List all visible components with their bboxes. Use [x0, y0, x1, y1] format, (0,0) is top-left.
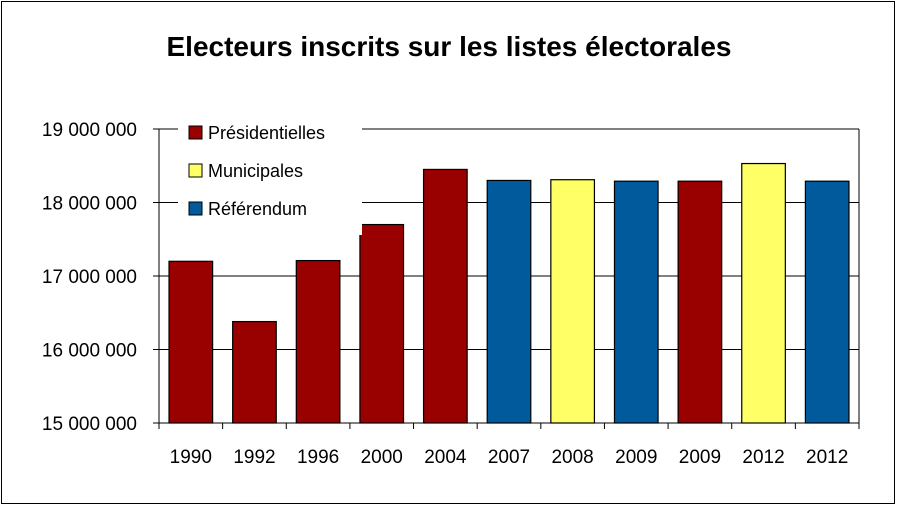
x-tick-label: 1990	[170, 447, 212, 468]
bar	[486, 179, 532, 424]
legend-label: Référendum	[208, 199, 307, 219]
x-tick-label: 2009	[679, 447, 721, 468]
bar	[804, 180, 850, 424]
y-tick-label: 19 000 000	[42, 120, 137, 141]
y-tick-label: 18 000 000	[42, 194, 137, 215]
x-tick-label: 1992	[233, 447, 275, 468]
x-tick-label: 2004	[424, 447, 467, 468]
y-tick-label: 15 000 000	[42, 414, 137, 435]
x-tick-label: 2012	[806, 447, 848, 468]
x-tick-label: 2000	[361, 447, 403, 468]
x-tick-label: 2008	[551, 447, 593, 468]
x-tick-label: 2009	[615, 447, 657, 468]
y-tick-label: 16 000 000	[42, 341, 137, 362]
legend: Présidentielles Municipales Référendum	[178, 115, 362, 235]
bar	[359, 223, 405, 424]
x-tick-label: 2012	[742, 447, 784, 468]
legend-swatch	[188, 201, 203, 216]
bar	[550, 179, 596, 424]
bar	[741, 162, 786, 424]
x-tick-label: 1996	[297, 447, 339, 468]
bar	[422, 168, 468, 424]
bar	[168, 260, 214, 424]
chart-title: Electeurs inscrits sur les listes électo…	[167, 31, 732, 62]
bars	[168, 162, 850, 424]
x-tick-label: 2007	[488, 447, 530, 468]
legend-label: Municipales	[208, 161, 303, 181]
y-tick-label: 17 000 000	[42, 267, 137, 288]
legend-swatch	[188, 125, 203, 140]
bar	[295, 259, 341, 424]
legend-background	[178, 115, 362, 235]
bar	[232, 320, 277, 424]
axes: 15 000 000 16 000 000 17 000 000 18 000 000…	[42, 120, 860, 468]
legend-swatch	[188, 163, 203, 178]
bar	[677, 180, 723, 424]
bar	[613, 180, 659, 424]
legend-label: Présidentielles	[208, 123, 325, 143]
